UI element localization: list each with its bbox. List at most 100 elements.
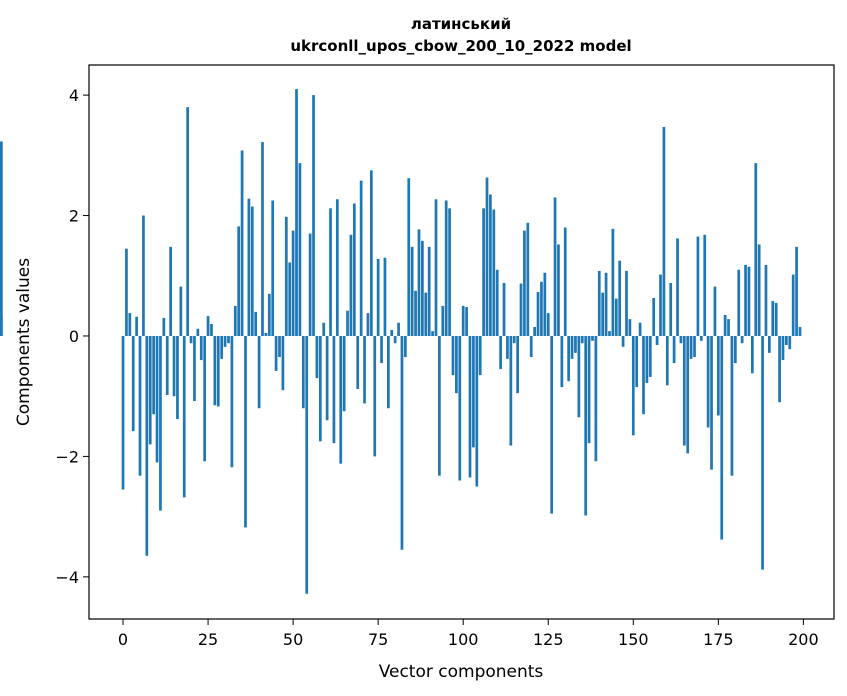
bar <box>723 314 727 336</box>
y-tick-label: −4 <box>55 568 79 587</box>
bar <box>533 326 536 336</box>
bar <box>591 335 594 341</box>
bar <box>257 335 261 409</box>
bar <box>468 335 472 478</box>
bar <box>125 248 128 336</box>
bar <box>485 177 489 336</box>
bar <box>397 322 400 336</box>
bar <box>798 326 802 336</box>
bar <box>240 150 244 336</box>
bar <box>346 310 349 336</box>
bar <box>618 260 622 336</box>
bar <box>465 307 468 336</box>
bar <box>271 200 275 336</box>
plot-frame <box>88 64 835 620</box>
bar <box>169 246 172 336</box>
bar <box>281 335 285 391</box>
bar <box>421 240 424 336</box>
bar <box>509 335 513 446</box>
bar <box>757 244 761 336</box>
bar <box>703 234 707 336</box>
bar <box>339 335 343 464</box>
bar <box>186 107 190 336</box>
bar <box>730 335 734 476</box>
bar <box>686 335 690 454</box>
bar <box>332 335 336 444</box>
bar <box>383 257 387 336</box>
bar <box>138 335 142 476</box>
bar <box>529 335 533 358</box>
bar <box>322 322 326 336</box>
bar <box>560 335 564 388</box>
bar <box>662 127 666 336</box>
bar <box>267 293 271 336</box>
bar <box>288 262 292 336</box>
bar <box>495 269 499 336</box>
bar <box>223 335 227 347</box>
bar <box>499 335 502 370</box>
bar <box>390 329 394 336</box>
bar <box>672 335 676 364</box>
bar <box>472 335 475 448</box>
bar <box>131 335 135 432</box>
bar <box>216 335 220 407</box>
bar <box>693 335 696 358</box>
bar <box>247 198 251 336</box>
bar <box>458 335 462 481</box>
bar <box>165 335 169 395</box>
bar <box>135 316 138 336</box>
bar <box>574 335 577 353</box>
bar <box>455 335 458 394</box>
bar <box>774 302 778 336</box>
x-tick-label: 25 <box>198 630 218 649</box>
x-tick-label: 50 <box>283 630 303 649</box>
bar <box>744 264 747 336</box>
bar <box>159 335 162 511</box>
bar <box>305 335 309 594</box>
y-tick-label: −2 <box>55 447 79 466</box>
bar <box>312 95 315 336</box>
chart-title-line-2: ukrconll_upos_cbow_200_10_2022 model <box>290 37 631 55</box>
bar <box>189 335 193 344</box>
bar <box>543 272 547 336</box>
bar <box>601 292 605 336</box>
bar <box>179 286 183 336</box>
bar <box>604 272 608 336</box>
y-tick-label: 2 <box>69 207 79 226</box>
bar <box>716 335 720 416</box>
bar <box>638 322 642 336</box>
bar <box>342 335 346 412</box>
bar <box>648 335 652 377</box>
y-tick-label: 4 <box>69 86 79 105</box>
bar <box>655 335 659 346</box>
bar <box>791 274 795 336</box>
bar <box>645 335 649 383</box>
bar <box>669 282 673 336</box>
bar <box>740 335 744 344</box>
bar <box>710 335 713 470</box>
bar <box>597 270 601 336</box>
bar <box>369 170 373 336</box>
x-axis-ticks: 0 25 50 75 100 125 150 175 200 <box>118 619 819 649</box>
bar <box>404 335 407 358</box>
bar <box>254 311 258 336</box>
bar <box>172 335 176 397</box>
bar <box>771 301 775 336</box>
bar <box>206 316 210 336</box>
bar <box>0 316 3 336</box>
bar <box>301 335 305 409</box>
bar <box>754 163 758 336</box>
bar <box>261 142 264 336</box>
bar <box>363 335 366 404</box>
bar <box>587 335 591 444</box>
bar <box>720 335 724 540</box>
bars-group <box>0 89 802 594</box>
bar <box>199 335 203 361</box>
bar <box>553 197 557 336</box>
bar <box>788 335 792 350</box>
bar <box>761 335 764 570</box>
bar <box>155 335 159 463</box>
bar <box>608 331 611 336</box>
bar <box>230 335 234 468</box>
